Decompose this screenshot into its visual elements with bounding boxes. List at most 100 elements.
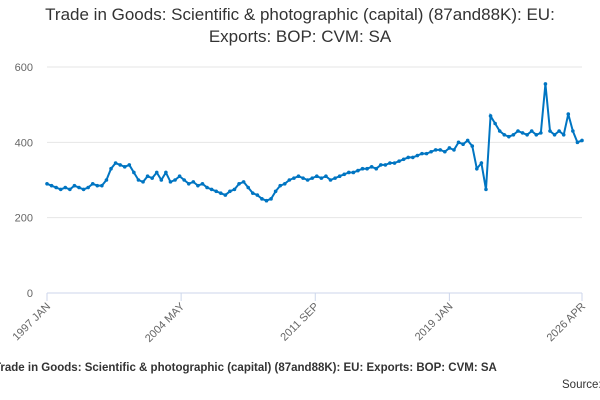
point bbox=[397, 159, 401, 163]
point bbox=[209, 187, 214, 192]
point bbox=[200, 181, 205, 186]
y-tick-label: 200 bbox=[15, 213, 33, 225]
point bbox=[420, 151, 424, 156]
point bbox=[141, 180, 145, 184]
point bbox=[292, 176, 296, 180]
point bbox=[132, 170, 136, 175]
series-line bbox=[46, 83, 583, 202]
point bbox=[356, 168, 360, 173]
point bbox=[415, 153, 420, 158]
point bbox=[310, 176, 315, 180]
point bbox=[484, 187, 488, 192]
point bbox=[346, 170, 351, 175]
point bbox=[461, 142, 465, 147]
point bbox=[452, 148, 456, 152]
point bbox=[118, 163, 122, 167]
point bbox=[433, 148, 438, 152]
point bbox=[228, 189, 232, 194]
source: Source: bbox=[562, 379, 600, 391]
point bbox=[314, 174, 319, 179]
point bbox=[369, 165, 374, 169]
point bbox=[539, 131, 543, 135]
point bbox=[557, 129, 561, 133]
point bbox=[580, 138, 584, 143]
point bbox=[511, 133, 516, 137]
point bbox=[113, 161, 118, 165]
point bbox=[516, 129, 520, 133]
point bbox=[223, 193, 228, 197]
point bbox=[214, 189, 218, 194]
x-tick-label: 2019 JAN bbox=[413, 301, 456, 344]
point bbox=[488, 114, 493, 118]
point bbox=[278, 183, 283, 188]
x-tick-label: 2026 APR bbox=[545, 301, 589, 345]
point bbox=[150, 176, 154, 180]
point bbox=[145, 174, 150, 179]
point bbox=[529, 129, 534, 133]
point bbox=[287, 178, 292, 182]
point bbox=[429, 149, 433, 154]
point bbox=[383, 163, 388, 167]
point bbox=[388, 161, 392, 165]
x-tick-label: 2004 MAY bbox=[143, 300, 188, 345]
point bbox=[534, 133, 539, 137]
point bbox=[205, 185, 209, 190]
point bbox=[255, 193, 260, 197]
x-tick-label: 1997 JAN bbox=[10, 301, 53, 344]
point bbox=[438, 148, 443, 152]
point bbox=[173, 178, 177, 182]
title-box: Trade in Goods: Scientific & photographi… bbox=[45, 5, 555, 46]
chart-title: Trade in Goods: Scientific & photographi… bbox=[45, 5, 555, 46]
point bbox=[351, 170, 356, 175]
point bbox=[264, 198, 269, 203]
point bbox=[68, 187, 72, 192]
point bbox=[470, 144, 475, 148]
y-tick-label: 400 bbox=[15, 137, 33, 149]
point bbox=[269, 197, 273, 201]
point bbox=[552, 133, 557, 137]
point bbox=[218, 191, 223, 195]
point bbox=[232, 187, 237, 192]
point bbox=[337, 174, 342, 179]
point bbox=[525, 133, 529, 137]
point bbox=[95, 183, 100, 188]
point bbox=[237, 181, 241, 186]
point bbox=[548, 129, 552, 133]
point bbox=[543, 82, 548, 86]
point bbox=[497, 129, 502, 133]
point bbox=[250, 191, 255, 195]
point bbox=[177, 174, 182, 179]
point bbox=[186, 181, 191, 186]
point bbox=[282, 181, 287, 186]
point bbox=[301, 176, 305, 180]
point bbox=[122, 165, 127, 169]
point bbox=[392, 161, 397, 165]
point bbox=[365, 166, 369, 171]
point bbox=[168, 180, 173, 184]
point bbox=[566, 112, 571, 116]
point bbox=[406, 155, 411, 160]
point bbox=[507, 134, 511, 139]
y-tick-label: 0 bbox=[27, 288, 33, 300]
point bbox=[260, 197, 264, 201]
point bbox=[45, 181, 49, 186]
point bbox=[63, 185, 68, 190]
point bbox=[296, 174, 301, 179]
point bbox=[401, 157, 406, 162]
point bbox=[411, 155, 415, 160]
footer-title: Trade in Goods: Scientific & photographi… bbox=[0, 362, 497, 374]
point bbox=[241, 180, 246, 184]
point bbox=[104, 178, 109, 182]
point bbox=[319, 176, 324, 180]
point bbox=[456, 140, 461, 145]
y-tick-label: 600 bbox=[15, 62, 33, 74]
point bbox=[58, 187, 63, 192]
point bbox=[475, 166, 479, 171]
point bbox=[49, 183, 54, 188]
point bbox=[324, 174, 328, 179]
point bbox=[196, 183, 200, 188]
point bbox=[502, 133, 507, 137]
point bbox=[424, 151, 429, 156]
